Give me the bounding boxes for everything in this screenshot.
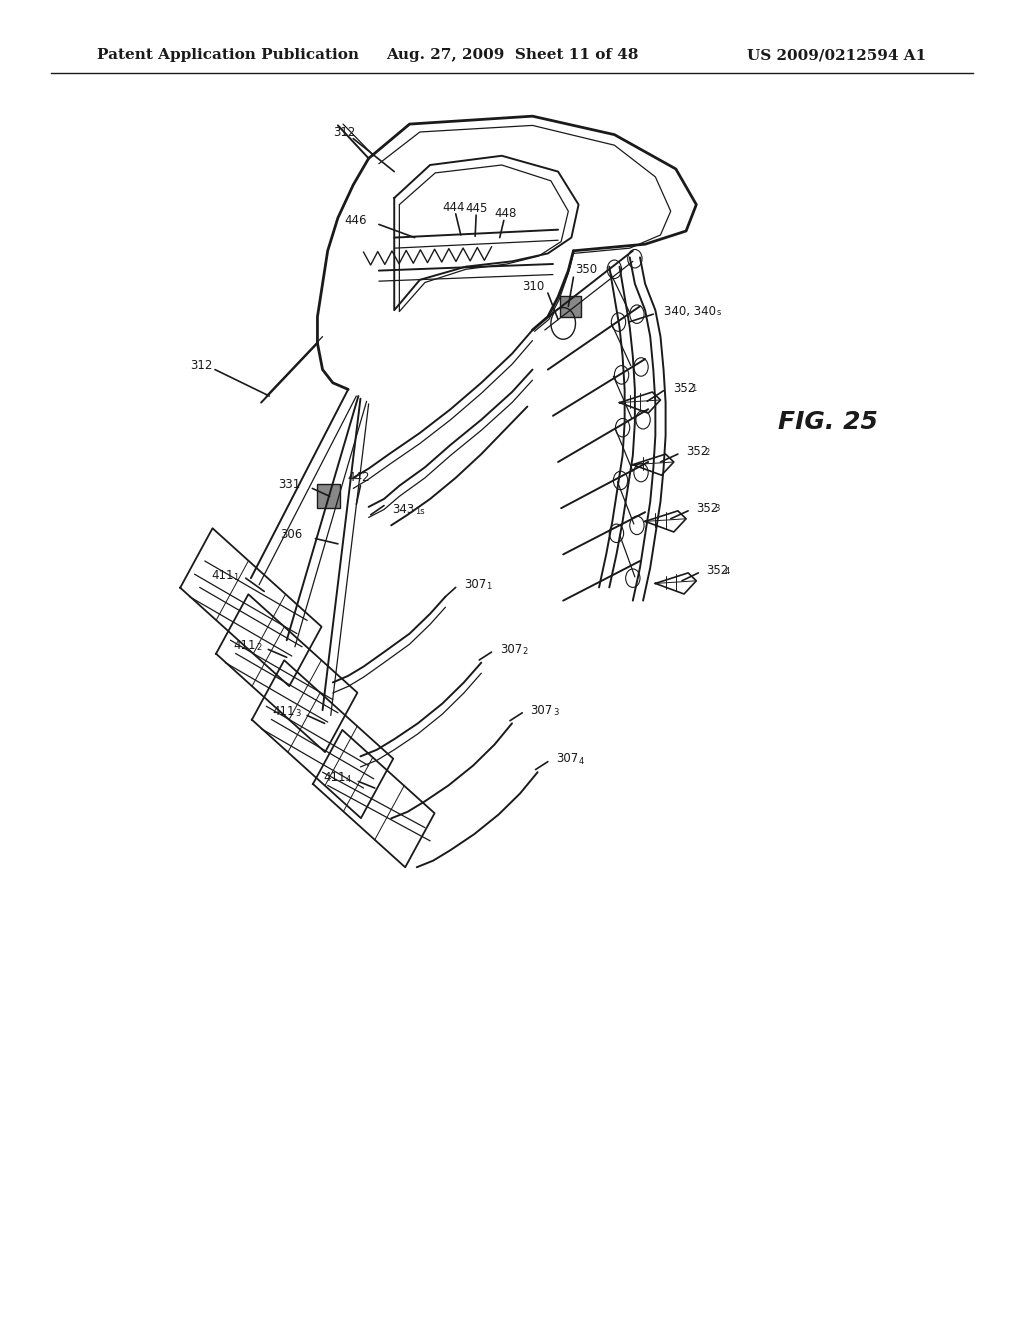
Text: 352: 352 [673, 381, 695, 395]
Text: 340, 340: 340, 340 [664, 305, 716, 318]
Text: 307: 307 [556, 752, 579, 766]
Text: 411: 411 [272, 705, 295, 718]
Text: 411: 411 [211, 569, 233, 582]
Text: 2: 2 [705, 447, 710, 457]
Text: 3: 3 [295, 709, 300, 718]
Text: 2: 2 [256, 643, 261, 652]
Text: 444: 444 [442, 201, 465, 214]
Text: 445: 445 [465, 202, 487, 215]
Text: 307: 307 [464, 578, 486, 591]
Text: 1: 1 [691, 384, 696, 393]
Text: 2: 2 [522, 647, 527, 656]
Text: FIG. 25: FIG. 25 [778, 411, 879, 434]
Text: Patent Application Publication: Patent Application Publication [97, 49, 359, 62]
Text: 331: 331 [278, 478, 300, 491]
Text: 310: 310 [522, 280, 545, 293]
Text: 1: 1 [233, 573, 239, 582]
Text: 312: 312 [333, 125, 355, 139]
Text: 4: 4 [725, 566, 730, 576]
Text: 1s: 1s [415, 507, 424, 516]
Text: 352: 352 [696, 502, 719, 515]
Bar [560, 296, 581, 317]
Text: 3: 3 [553, 708, 558, 717]
Text: 411: 411 [324, 771, 346, 784]
Bar [317, 484, 340, 508]
Text: 352: 352 [686, 445, 709, 458]
Text: s: s [717, 308, 721, 317]
Text: US 2009/0212594 A1: US 2009/0212594 A1 [748, 49, 927, 62]
Text: 312: 312 [190, 359, 213, 372]
Text: 411: 411 [233, 639, 256, 652]
Text: 4: 4 [346, 775, 351, 784]
Text: Aug. 27, 2009  Sheet 11 of 48: Aug. 27, 2009 Sheet 11 of 48 [386, 49, 638, 62]
Text: 448: 448 [495, 207, 517, 220]
Text: 306: 306 [280, 528, 302, 541]
Text: 4: 4 [579, 756, 584, 766]
Text: 442: 442 [347, 471, 370, 484]
Text: 352: 352 [707, 564, 729, 577]
Text: 343: 343 [392, 503, 415, 516]
Text: 446: 446 [344, 214, 367, 227]
Text: 350: 350 [575, 263, 598, 276]
Text: 307: 307 [500, 643, 522, 656]
Text: 307: 307 [530, 704, 553, 717]
Text: 1: 1 [486, 582, 492, 591]
Text: 3: 3 [715, 504, 720, 513]
